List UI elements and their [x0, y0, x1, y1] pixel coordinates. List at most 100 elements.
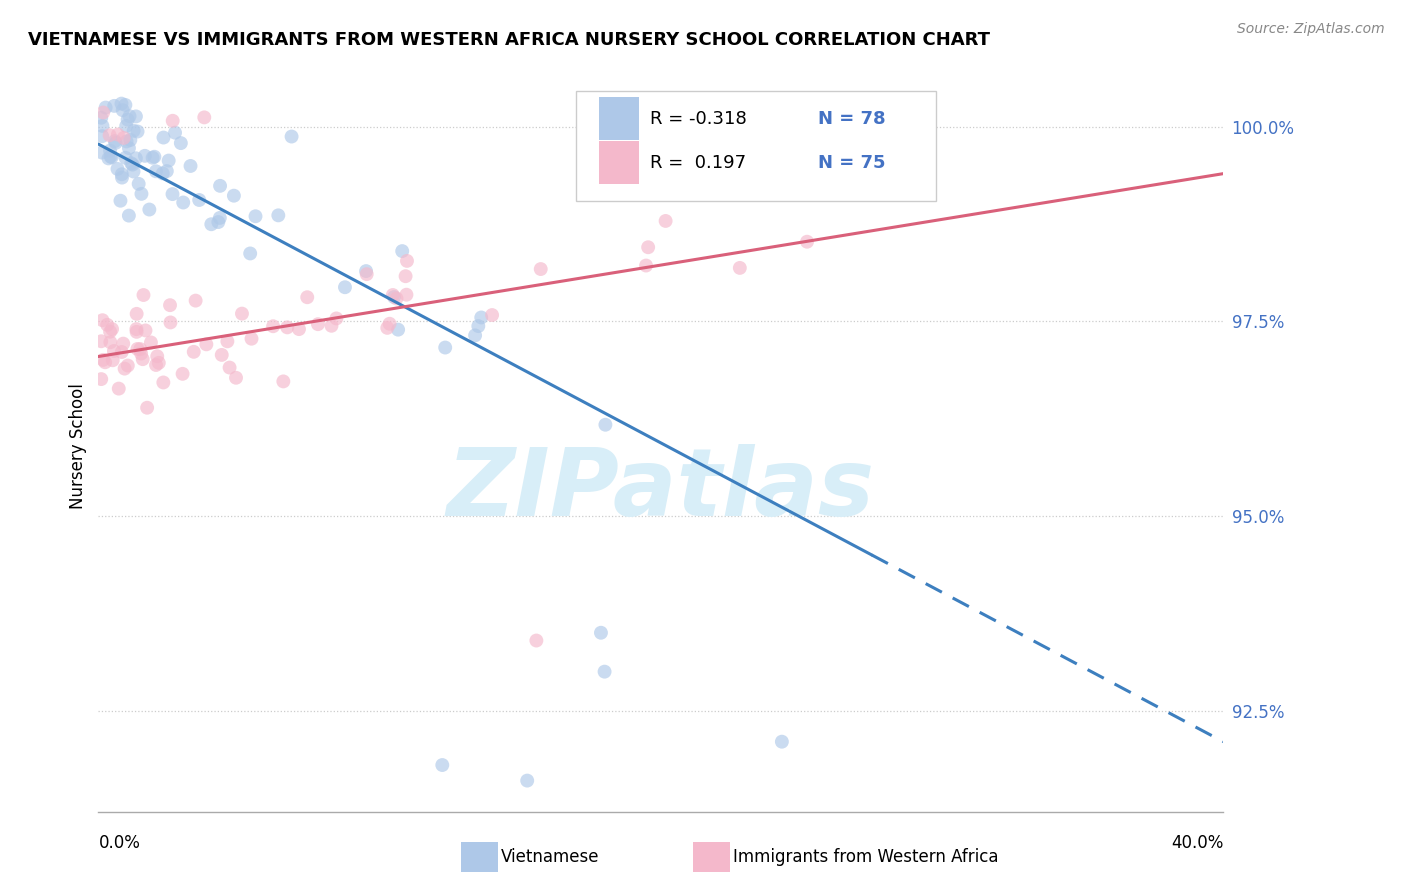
Point	[118, 209, 141, 223]
Point	[162, 113, 184, 128]
Point	[211, 348, 233, 362]
Point	[267, 208, 290, 222]
Point	[115, 135, 138, 149]
Point	[209, 178, 232, 193]
Point	[195, 337, 218, 351]
Point	[98, 128, 121, 143]
Point	[162, 187, 184, 202]
FancyBboxPatch shape	[599, 141, 640, 184]
Text: Immigrants from Western Africa: Immigrants from Western Africa	[733, 848, 998, 866]
Point	[193, 111, 215, 125]
Point	[375, 321, 398, 335]
Point	[589, 625, 612, 640]
Point	[100, 149, 122, 163]
FancyBboxPatch shape	[576, 91, 936, 201]
Point	[127, 342, 149, 356]
Point	[98, 325, 121, 339]
Point	[143, 150, 166, 164]
Point	[90, 372, 112, 386]
Point	[516, 773, 538, 788]
Point	[125, 322, 148, 336]
Point	[288, 322, 311, 336]
Point	[637, 240, 659, 254]
Point	[107, 382, 129, 396]
Point	[127, 124, 149, 138]
Point	[125, 325, 148, 339]
Text: R =  0.197: R = 0.197	[650, 154, 745, 172]
Point	[634, 259, 657, 273]
Point	[120, 156, 142, 170]
Text: N = 78: N = 78	[818, 110, 886, 128]
Point	[91, 352, 114, 367]
Point	[152, 130, 174, 145]
Text: Vietnamese: Vietnamese	[501, 848, 599, 866]
Point	[90, 145, 112, 160]
Point	[139, 335, 162, 350]
Point	[97, 152, 120, 166]
Point	[464, 328, 486, 343]
Point	[114, 361, 136, 376]
Point	[470, 310, 492, 325]
Point	[796, 235, 818, 249]
Point	[395, 253, 418, 268]
Point	[157, 153, 180, 168]
Point	[114, 98, 136, 112]
Point	[114, 151, 136, 165]
Point	[131, 186, 153, 201]
Point	[273, 375, 295, 389]
Point	[225, 371, 247, 385]
Point	[91, 129, 114, 144]
Point	[145, 358, 167, 372]
Point	[378, 317, 401, 331]
Point	[111, 103, 134, 118]
Point	[111, 167, 134, 181]
Point	[129, 342, 152, 356]
Point	[391, 244, 413, 258]
FancyBboxPatch shape	[599, 97, 640, 140]
Point	[159, 315, 181, 329]
Point	[180, 159, 202, 173]
Point	[125, 307, 148, 321]
Y-axis label: Nursery School: Nursery School	[69, 383, 87, 509]
Point	[94, 355, 117, 369]
Point	[217, 334, 239, 349]
Point	[208, 211, 231, 225]
Point	[654, 214, 676, 228]
Point	[107, 161, 129, 176]
Point	[467, 319, 489, 334]
Text: N = 75: N = 75	[818, 154, 886, 172]
Point	[395, 287, 418, 301]
Point	[145, 164, 167, 178]
Text: VIETNAMESE VS IMMIGRANTS FROM WESTERN AFRICA NURSERY SCHOOL CORRELATION CHART: VIETNAMESE VS IMMIGRANTS FROM WESTERN AF…	[28, 31, 990, 49]
Point	[159, 298, 181, 312]
Point	[218, 360, 240, 375]
Point	[100, 150, 122, 164]
Point	[107, 128, 129, 142]
Point	[163, 126, 186, 140]
Text: ZIPatlas: ZIPatlas	[447, 444, 875, 536]
Point	[98, 144, 121, 158]
Point	[434, 341, 457, 355]
Point	[307, 317, 329, 331]
Point	[382, 290, 405, 304]
Point	[128, 177, 150, 191]
Point	[387, 323, 409, 337]
Point	[110, 194, 132, 208]
Point	[136, 401, 159, 415]
Point	[276, 320, 298, 334]
Point	[354, 264, 377, 278]
Point	[432, 758, 454, 772]
Point	[381, 288, 404, 302]
Point	[134, 323, 156, 337]
Point	[96, 318, 118, 332]
Point	[152, 166, 174, 180]
Point	[356, 267, 378, 281]
Point	[142, 151, 165, 165]
Point	[245, 209, 267, 223]
Point	[110, 96, 132, 111]
Point	[321, 318, 343, 333]
Point	[481, 308, 503, 322]
Point	[115, 119, 138, 133]
Point	[121, 158, 143, 172]
Point	[595, 417, 617, 432]
